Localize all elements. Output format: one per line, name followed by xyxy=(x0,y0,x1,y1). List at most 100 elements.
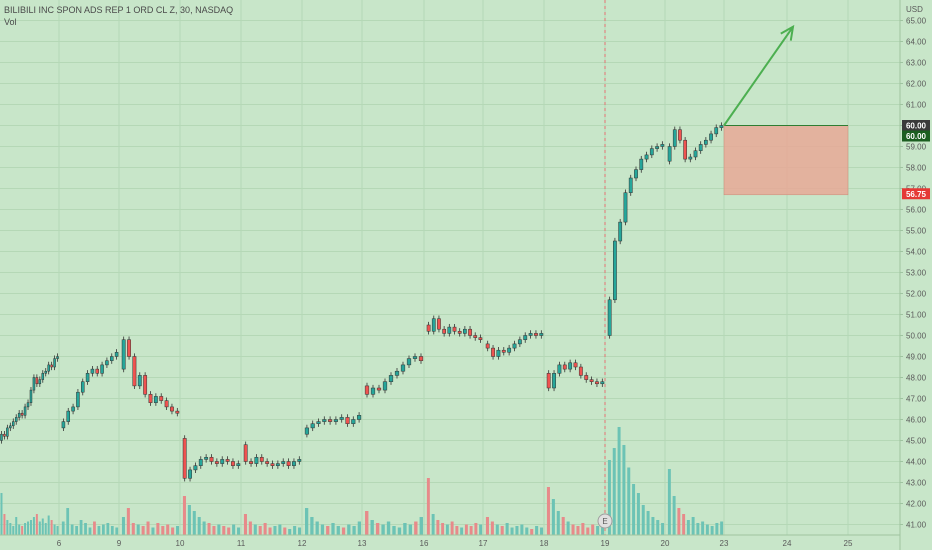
volume-bar xyxy=(535,526,539,535)
candle-up xyxy=(528,333,533,336)
volume-bar xyxy=(126,508,130,535)
volume-bar xyxy=(445,524,449,535)
candle-down xyxy=(175,410,180,414)
volume-bar xyxy=(515,526,519,535)
price-tick-label: 65.00 xyxy=(906,17,927,26)
volume-bar xyxy=(27,521,30,535)
volume-bar xyxy=(696,523,700,535)
volume-bar xyxy=(268,527,272,535)
candle-up xyxy=(333,419,338,422)
volume-bar xyxy=(320,524,325,535)
candle-up xyxy=(394,370,400,376)
volume-bar xyxy=(561,517,565,535)
currency-label: USD xyxy=(906,5,923,14)
candle-down xyxy=(159,396,164,401)
volume-bar xyxy=(50,520,53,535)
time-tick-label: 12 xyxy=(298,539,307,548)
volume-bar xyxy=(586,527,590,535)
candle-down xyxy=(20,412,24,416)
volume-bar xyxy=(222,526,226,535)
volume-bar xyxy=(15,517,18,535)
volume-bar xyxy=(237,527,241,535)
candle-up xyxy=(517,339,522,345)
volume-bar xyxy=(9,523,12,535)
candle-up xyxy=(9,425,12,429)
volume-bar xyxy=(474,523,478,535)
price-tick-label: 56.00 xyxy=(906,206,927,215)
candle-up xyxy=(693,150,698,158)
volume-bar xyxy=(21,526,24,535)
volume-bar xyxy=(35,514,38,535)
volume-bar xyxy=(677,508,681,535)
volume-bar xyxy=(581,523,585,535)
candle-down xyxy=(452,326,457,332)
candle-up xyxy=(38,379,42,385)
candle-down xyxy=(491,347,495,357)
candle-up xyxy=(254,457,259,464)
candle-up xyxy=(639,158,644,170)
candle-up xyxy=(110,356,114,361)
volume-bar xyxy=(84,523,87,535)
candle-down xyxy=(286,461,291,466)
volume-bar xyxy=(656,520,660,535)
time-tick-label: 6 xyxy=(57,539,62,548)
time-axis[interactable]: 6 9 10 11 12 13 16 17 18 19 20 23 24 25 xyxy=(0,534,900,548)
candle-up xyxy=(316,421,321,424)
candle-up xyxy=(600,381,605,385)
candle-up xyxy=(628,177,633,193)
time-tick-label: 20 xyxy=(661,539,670,548)
volume-bar xyxy=(408,524,413,535)
volume-bar xyxy=(6,520,9,535)
candle-up xyxy=(81,381,85,393)
time-tick-label: 18 xyxy=(540,539,549,548)
candle-down xyxy=(578,366,583,376)
candle-up xyxy=(412,356,418,359)
candle-down xyxy=(457,331,462,334)
volume-bar xyxy=(248,521,252,535)
volume-bar xyxy=(341,527,346,535)
candle-up xyxy=(523,335,528,340)
price-tag-last: 60.00 xyxy=(902,120,930,131)
volume-bar xyxy=(627,467,631,535)
volume-bar xyxy=(591,524,595,535)
candle-up xyxy=(357,415,362,420)
candle-down xyxy=(50,364,53,368)
volume-bar xyxy=(510,527,514,535)
volume-bar xyxy=(525,527,529,535)
volume-bar xyxy=(375,523,380,535)
candle-down xyxy=(546,373,551,389)
volume-bar xyxy=(315,521,319,535)
volume-bar xyxy=(607,460,611,535)
price-tick-label: 50.00 xyxy=(906,332,927,341)
drawing-overlays[interactable]: E xyxy=(597,0,849,535)
price-axis[interactable]: USD 41.00 42.00 43.00 44.00 45.00 46.00 47.00 48… xyxy=(899,0,932,550)
volume-bar xyxy=(75,526,78,535)
candle-up xyxy=(322,419,327,422)
candle-up xyxy=(204,457,209,460)
candle-down xyxy=(209,457,214,462)
volume-bar xyxy=(386,521,391,535)
volume-bar xyxy=(576,526,580,535)
candle-up xyxy=(32,377,36,391)
volume-bar xyxy=(253,524,257,535)
price-tick-label: 64.00 xyxy=(906,38,927,47)
volume-bar xyxy=(44,523,47,535)
price-tag-label: 60.00 xyxy=(906,122,927,131)
time-tick-label: 19 xyxy=(601,539,610,548)
candle-up xyxy=(114,352,119,357)
candle-up xyxy=(47,364,50,372)
volume-bar xyxy=(38,521,41,535)
candle-up xyxy=(618,221,623,242)
volume-bar xyxy=(546,487,550,535)
candle-down xyxy=(485,343,490,349)
candle-down xyxy=(589,379,594,382)
candle-down xyxy=(259,457,264,462)
volume-bar xyxy=(436,520,440,535)
candle-up xyxy=(557,364,562,374)
volume-bar xyxy=(141,526,145,535)
candle-up xyxy=(153,396,158,403)
volume-bar xyxy=(243,514,247,535)
volume-bar xyxy=(426,478,430,535)
